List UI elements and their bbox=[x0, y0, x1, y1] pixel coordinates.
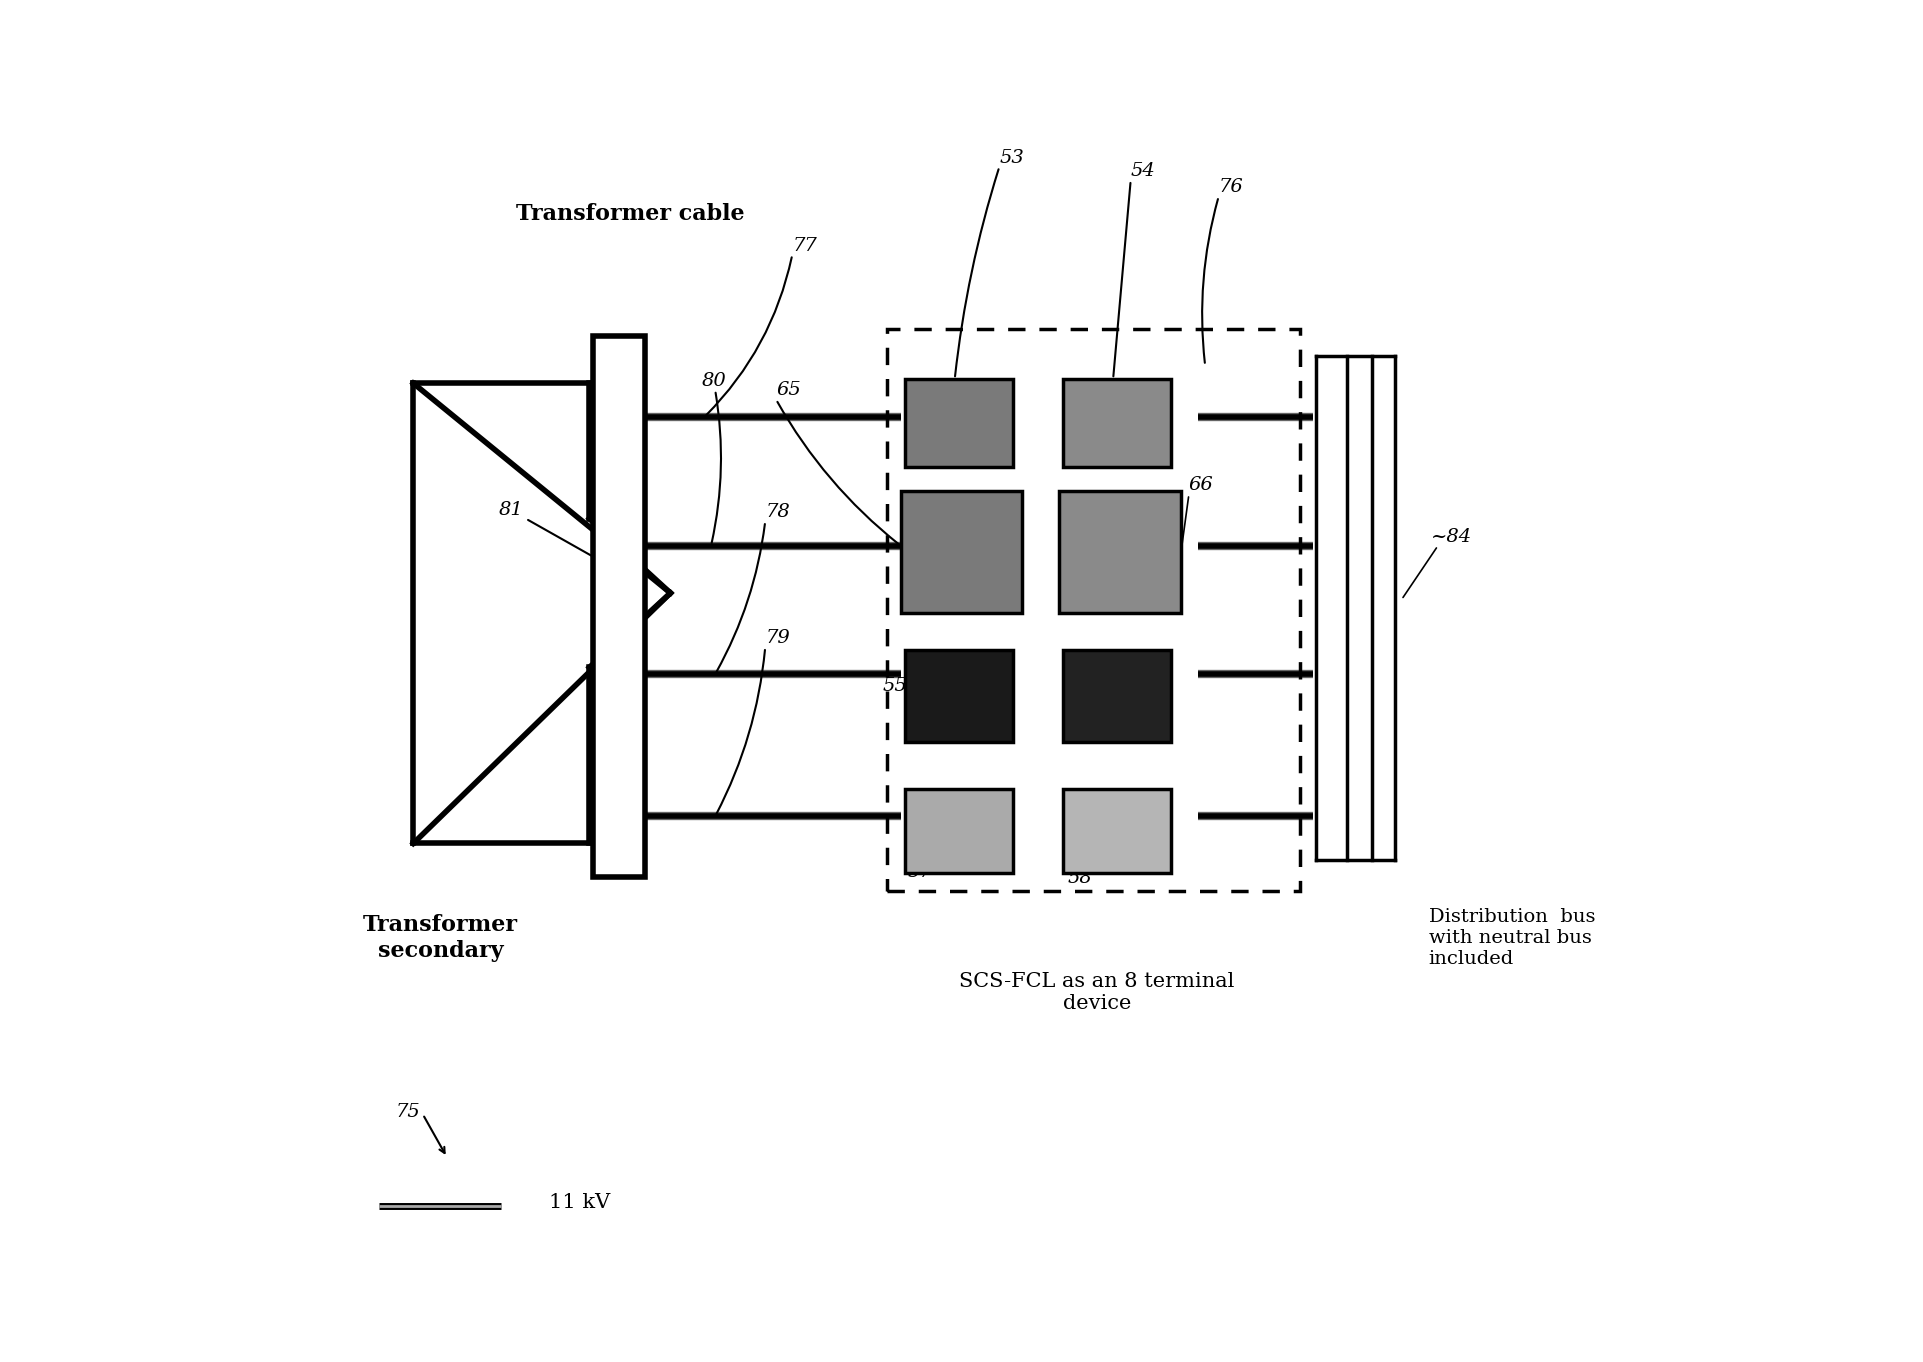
Text: 66: 66 bbox=[1188, 477, 1213, 494]
Text: 75: 75 bbox=[396, 1103, 421, 1121]
Text: ~84: ~84 bbox=[1431, 527, 1473, 546]
Text: Transformer
secondary: Transformer secondary bbox=[363, 914, 517, 962]
Text: 56: 56 bbox=[1121, 697, 1146, 715]
Bar bbox=[904, 790, 1013, 873]
Text: Transformer cable: Transformer cable bbox=[515, 203, 744, 225]
Text: 77: 77 bbox=[792, 237, 817, 255]
Text: SCS-FCL as an 8 terminal
device: SCS-FCL as an 8 terminal device bbox=[960, 972, 1235, 1013]
Text: 80: 80 bbox=[702, 372, 727, 390]
Text: 81: 81 bbox=[498, 501, 523, 519]
Bar bbox=[904, 379, 1013, 467]
Text: 78: 78 bbox=[765, 504, 790, 522]
Text: 79: 79 bbox=[765, 629, 790, 647]
Bar bbox=[1063, 379, 1171, 467]
Text: Distribution  bus
with neutral bus
included: Distribution bus with neutral bus includ… bbox=[1429, 908, 1594, 968]
Text: 76: 76 bbox=[1219, 178, 1244, 196]
Text: 57: 57 bbox=[908, 864, 933, 881]
Bar bbox=[1060, 492, 1181, 613]
Text: 55: 55 bbox=[883, 677, 908, 695]
Bar bbox=[904, 650, 1013, 742]
Bar bbox=[887, 330, 1300, 891]
Bar bbox=[900, 492, 1023, 613]
Bar bbox=[1063, 790, 1171, 873]
Text: 53: 53 bbox=[1000, 148, 1025, 166]
Bar bbox=[1063, 650, 1171, 742]
Bar bbox=[594, 336, 644, 877]
Text: 58: 58 bbox=[1067, 869, 1092, 887]
Text: 11 kV: 11 kV bbox=[548, 1193, 610, 1212]
Text: 54: 54 bbox=[1131, 162, 1156, 180]
Text: 65: 65 bbox=[777, 381, 800, 399]
